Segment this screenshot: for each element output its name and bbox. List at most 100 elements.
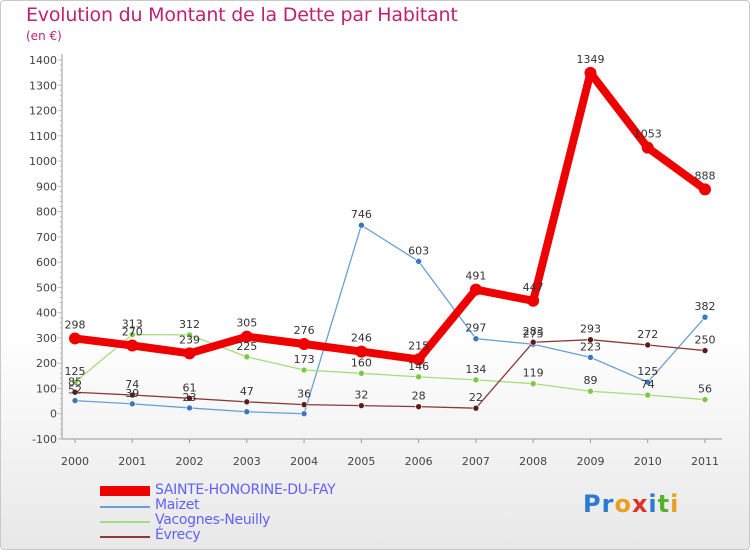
data-label: 223 [580,340,601,353]
y-tick-label: 900 [36,180,57,193]
data-label: 297 [465,322,486,335]
logo-letter: o [614,490,632,518]
data-label: 89 [583,374,597,387]
data-label: 1349 [576,53,604,66]
data-label: 74 [641,378,655,391]
data-point [644,378,652,386]
legend-swatch [100,486,150,496]
data-point [529,380,537,387]
data-point [300,366,308,374]
series-line-3 [74,339,706,409]
data-label: 382 [695,300,716,313]
data-label: 312 [179,318,200,331]
data-label: 39 [125,387,139,400]
legend-label: Maizet [155,497,200,513]
x-tick-label: 2009 [576,455,604,468]
data-point [641,141,654,154]
data-label: 52 [68,384,82,397]
data-point [472,376,480,384]
data-point [128,331,136,338]
data-point [527,294,540,307]
x-tick-label: 2011 [691,455,719,468]
y-tick-label: 700 [36,231,57,244]
x-tick-label: 2008 [519,455,547,468]
legend-swatch [100,506,150,508]
y-tick-label: 300 [36,332,57,345]
data-point [469,283,482,296]
data-label: 293 [580,323,601,336]
data-point [183,347,196,360]
data-label: 134 [465,363,486,376]
x-tick-label: 2002 [176,455,204,468]
data-point [69,332,81,345]
data-point [644,391,652,399]
data-point [584,66,597,79]
data-point [128,400,136,408]
data-label: 125 [65,365,86,378]
y-tick-label: 1200 [29,105,57,118]
data-label: 298 [65,318,86,331]
data-label: 85 [68,375,82,388]
data-point [358,402,365,409]
x-tick-label: 2007 [462,455,490,468]
y-tick-label: 800 [36,206,57,219]
proxiti-logo: Proxiti [583,490,679,518]
data-label: 246 [351,332,372,345]
logo-letter: t [657,490,671,518]
data-label: 146 [408,360,429,373]
data-label: 225 [236,340,257,353]
data-label: 239 [179,333,200,346]
y-tick-label: 200 [36,357,57,370]
data-label: 74 [125,378,139,391]
legend-label: SAINTE-HONORINE-DU-FAY [155,482,336,498]
data-label: 28 [412,390,426,403]
data-point [644,341,652,349]
x-tick-label: 2005 [347,455,375,468]
y-tick-label: -100 [32,433,57,446]
x-tick-label: 2000 [61,455,89,468]
data-label: 47 [240,385,254,398]
y-tick-label: 0 [50,408,57,421]
y-tick-label: 1000 [29,155,57,168]
data-label: 272 [637,328,658,341]
data-point [358,370,365,377]
legend-label: Vacognes-Neuilly [155,512,271,528]
logo-letter: x [631,490,649,518]
data-point [243,408,251,416]
data-label: 56 [698,383,712,396]
data-label: 215 [408,339,429,352]
data-label: 125 [637,365,658,378]
x-tick-label: 2003 [233,455,261,468]
data-point [587,336,594,344]
data-label: 888 [695,169,716,182]
data-label: 23 [183,391,197,404]
series-line-0 [71,68,709,364]
data-label: 491 [465,270,486,283]
data-point [300,401,308,408]
series-layer [69,66,711,418]
logo-letter: i [648,490,658,518]
data-point [415,373,422,381]
data-point [415,258,422,265]
data-point [587,354,594,361]
legend-swatch [100,521,150,523]
data-point [701,313,709,321]
data-label: 160 [351,356,372,369]
series-line-2 [74,333,706,401]
axes: -100 0 100 200 300 400 500 600 700 800 900 1000 1100… [29,54,722,468]
data-label: 250 [695,334,716,347]
data-point [126,339,139,352]
data-label: 275 [523,327,544,340]
chart-title: Evolution du Montant de la Dette par Hab… [26,4,458,26]
data-point [71,397,79,404]
data-label: 119 [523,367,544,380]
y-tick-label: 1300 [29,79,57,92]
x-tick-label: 2004 [290,455,318,468]
data-point [186,404,193,412]
data-point [701,347,709,354]
data-label-layer: 298 270 239 305 276 246 215 491 447 1349 1053 888 52… [65,53,716,404]
data-point [186,331,193,339]
y-tick-label: 500 [36,281,57,294]
